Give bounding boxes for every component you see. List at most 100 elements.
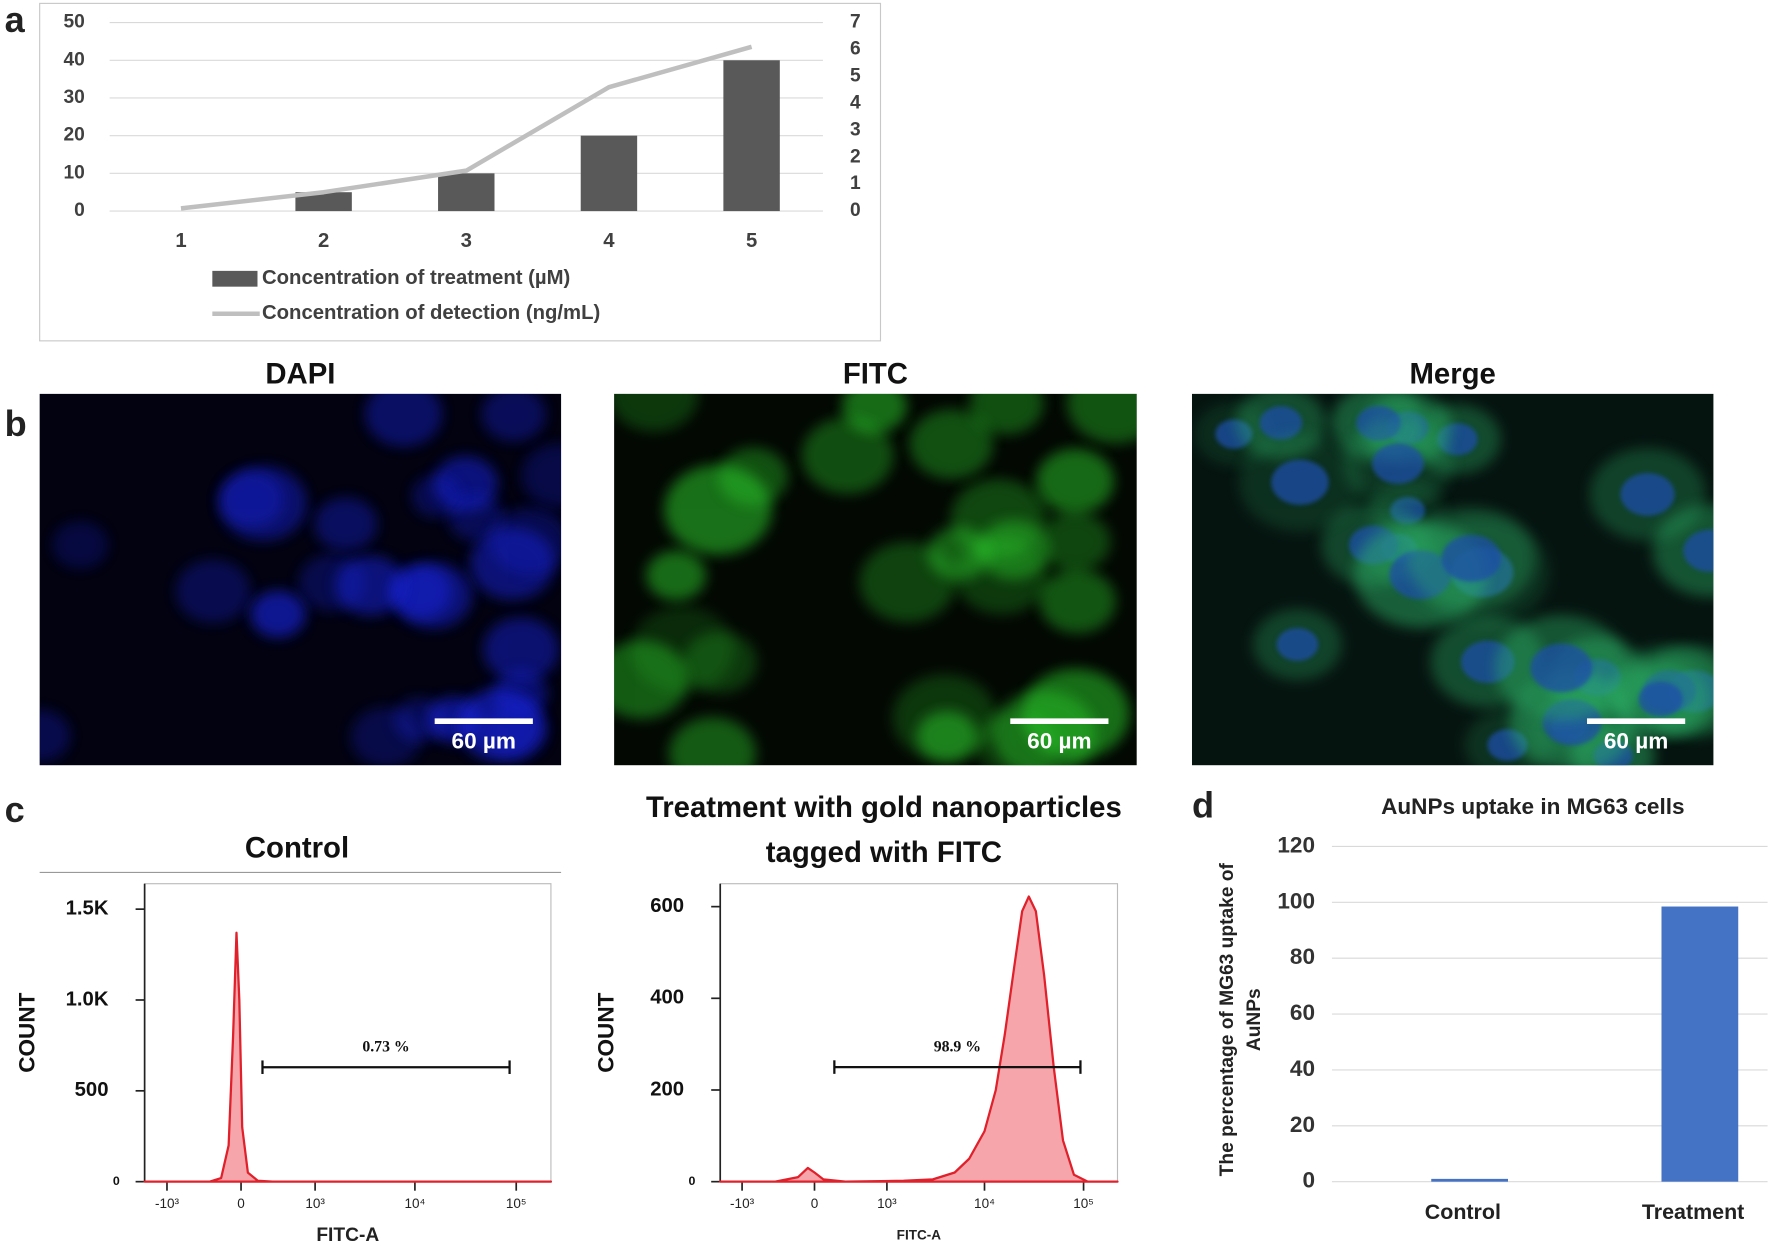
cells (1194, 393, 1714, 766)
x-tick-label: 10⁴ (974, 1196, 995, 1211)
cytoplasm (614, 393, 699, 432)
y-tick-label: 80 (1290, 944, 1315, 969)
y2-tick-label: 6 (850, 39, 861, 60)
x-axis-label: FITC-A (897, 1227, 942, 1242)
y-tick-label: 500 (75, 1079, 109, 1101)
x-tick-label: 10³ (305, 1196, 325, 1211)
nucleus (490, 507, 562, 575)
nucleus (394, 562, 473, 629)
cytoplasm (668, 717, 757, 766)
cytoplasm (646, 550, 706, 601)
y-tick-label: 0 (688, 1174, 695, 1188)
y-tick-label: 60 (1290, 1000, 1315, 1025)
y-tick-label: 10 (63, 162, 84, 183)
cytoplasm (664, 464, 772, 555)
x-tick-label: 4 (603, 230, 615, 252)
x-tick-label: Treatment (1642, 1200, 1744, 1224)
nucleus (448, 493, 505, 542)
x-tick-label: 10⁴ (404, 1196, 425, 1211)
y-tick-label: 120 (1277, 832, 1315, 857)
bar (438, 173, 495, 212)
nucleus (175, 559, 251, 624)
cytoplasm (992, 690, 1097, 766)
x-tick-label: 10⁵ (506, 1196, 527, 1211)
y-tick-label: 100 (1277, 888, 1315, 913)
y-tick-label: 1.5K (66, 898, 109, 920)
scale-bar-label: 60 µm (1027, 729, 1091, 754)
chart-title: Control (245, 832, 349, 865)
x-tick-label: 1 (175, 230, 186, 252)
nucleus (218, 471, 284, 527)
y2-tick-label: 1 (850, 173, 861, 194)
y2-tick-label: 0 (850, 200, 861, 221)
bar (723, 60, 780, 212)
x-axis-label: FITC-A (316, 1225, 379, 1246)
panel-label: c (5, 789, 25, 830)
x-tick-label: -10³ (730, 1196, 755, 1211)
nucleus (314, 497, 378, 551)
nucleus (1683, 529, 1714, 572)
line (180, 44, 753, 211)
y-axis-label: The percentage of MG63 uptake of (1217, 862, 1238, 1176)
x-tick-label: 2 (318, 230, 329, 252)
y2-tick-label: 3 (850, 119, 861, 140)
cytoplasm (969, 393, 1044, 435)
nucleus (1638, 681, 1683, 717)
image-title: Merge (1410, 358, 1496, 391)
x-tick-label: 10⁵ (1073, 1196, 1094, 1211)
y-axis-label: AuNPs (1244, 988, 1265, 1051)
y-tick-label: 20 (63, 125, 84, 146)
x-tick-label: 3 (461, 230, 472, 252)
cytoplasm (1039, 569, 1116, 634)
gate-label: 0.73 % (362, 1039, 409, 1056)
plot-frame (144, 883, 552, 1183)
nucleus (364, 393, 443, 447)
nucleus (350, 707, 422, 766)
nucleus (1441, 534, 1502, 582)
cytoplasm (1039, 512, 1111, 572)
histogram-area (719, 895, 1119, 1183)
bar (1431, 1178, 1508, 1182)
cells (39, 393, 562, 766)
y-tick-label: 0 (113, 1174, 120, 1188)
nucleus (335, 555, 406, 616)
chart-title: Treatment with gold nanoparticles (646, 791, 1122, 824)
y-axis-label: COUNT (14, 992, 39, 1072)
cytoplasm (1036, 448, 1114, 514)
nucleus (1372, 443, 1424, 484)
cytoplasm (909, 409, 994, 480)
nucleus (1276, 628, 1319, 661)
y-tick-label: 0 (74, 200, 85, 221)
nucleus (481, 393, 546, 442)
panel-label: d (1192, 785, 1214, 826)
y-tick-label: 30 (63, 87, 84, 108)
nucleus (1271, 459, 1329, 505)
gate-label: 98.9 % (934, 1039, 981, 1056)
panel-label: b (5, 403, 27, 444)
y-tick-label: 200 (650, 1078, 684, 1100)
legend-swatch (212, 270, 258, 287)
x-tick-label: 5 (746, 230, 757, 252)
image-title: DAPI (265, 358, 335, 391)
panel-label: a (5, 0, 26, 40)
y-tick-label: 50 (63, 12, 84, 33)
chart-title: AuNPs uptake in MG63 cells (1381, 794, 1684, 819)
scale-bar-label: 60 µm (1604, 729, 1668, 754)
cytoplasm (683, 631, 757, 694)
y-tick-label: 40 (1290, 1056, 1315, 1081)
image-title: FITC (843, 358, 908, 391)
x-tick-label: 0 (237, 1196, 245, 1211)
nucleus (483, 617, 559, 682)
nucleus (411, 474, 462, 518)
x-tick-label: 0 (811, 1196, 819, 1211)
cytoplasm (1066, 393, 1137, 444)
y-axis-label: COUNT (593, 992, 618, 1072)
chart-title: tagged with FITC (766, 836, 1002, 869)
y-tick-label: 40 (63, 49, 84, 70)
x-tick-label: -10³ (155, 1196, 180, 1211)
cytoplasm (927, 526, 991, 580)
nucleus (52, 521, 109, 569)
y-tick-label: 600 (650, 895, 684, 917)
nucleus (1259, 406, 1303, 440)
